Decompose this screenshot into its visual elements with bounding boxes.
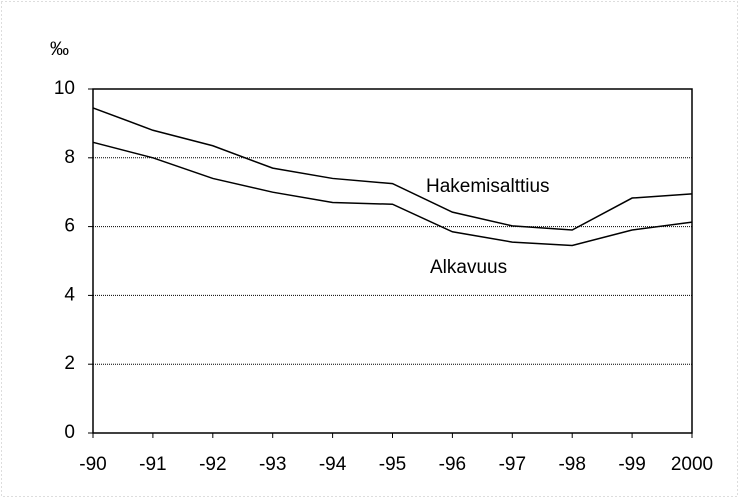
series-line — [92, 141, 693, 247]
x-tick-label: 2000 — [671, 454, 713, 475]
x-tick-label: -95 — [379, 454, 406, 475]
x-tick-label: -98 — [558, 454, 585, 475]
x-tick-label: -93 — [259, 454, 286, 475]
x-tick-label: -92 — [199, 454, 226, 475]
x-tick-label: -96 — [439, 454, 466, 475]
y-tick-label: 0 — [64, 422, 75, 443]
series-line — [92, 107, 693, 231]
y-tick-label: 8 — [64, 147, 75, 168]
plot-border — [92, 88, 693, 434]
x-tick-label: -90 — [79, 454, 106, 475]
y-axis-label: ‰ — [50, 39, 69, 60]
y-tick-label: 2 — [64, 353, 75, 374]
x-tick-label: -99 — [618, 454, 645, 475]
x-tick-label: -94 — [319, 454, 347, 475]
x-tick-label: -91 — [139, 454, 166, 475]
series-label: Hakemisalttius — [426, 176, 550, 197]
y-tick-label: 10 — [54, 78, 75, 99]
y-tick-label: 6 — [64, 216, 75, 237]
series-label: Alkavuus — [430, 257, 507, 278]
x-tick-label: -97 — [499, 454, 526, 475]
y-tick-label: 4 — [64, 284, 75, 305]
